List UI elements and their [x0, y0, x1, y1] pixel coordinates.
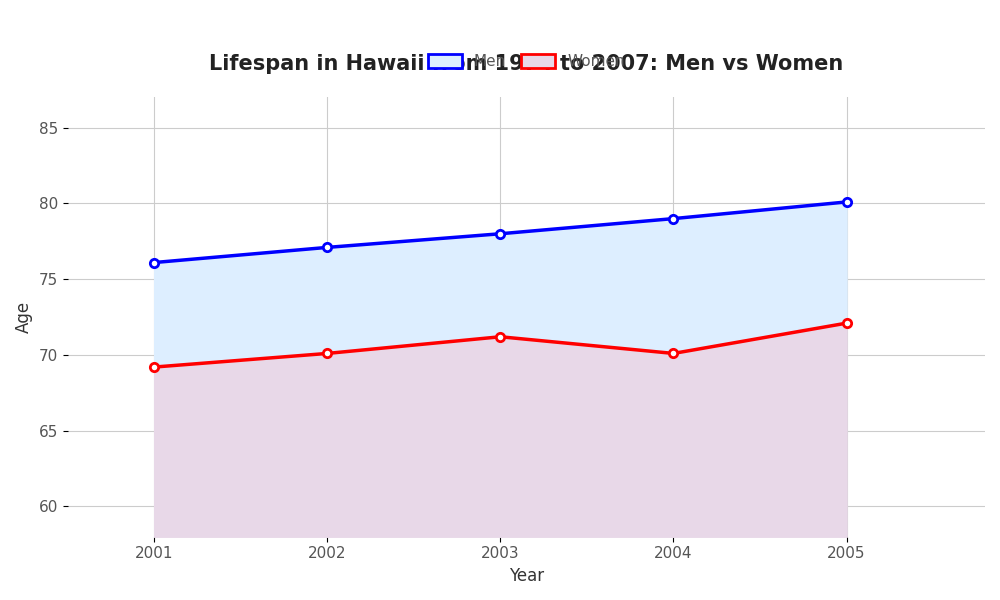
X-axis label: Year: Year [509, 567, 544, 585]
Title: Lifespan in Hawaii from 1974 to 2007: Men vs Women: Lifespan in Hawaii from 1974 to 2007: Me… [209, 53, 843, 74]
Legend: Men, Women: Men, Women [422, 48, 631, 75]
Y-axis label: Age: Age [15, 301, 33, 333]
